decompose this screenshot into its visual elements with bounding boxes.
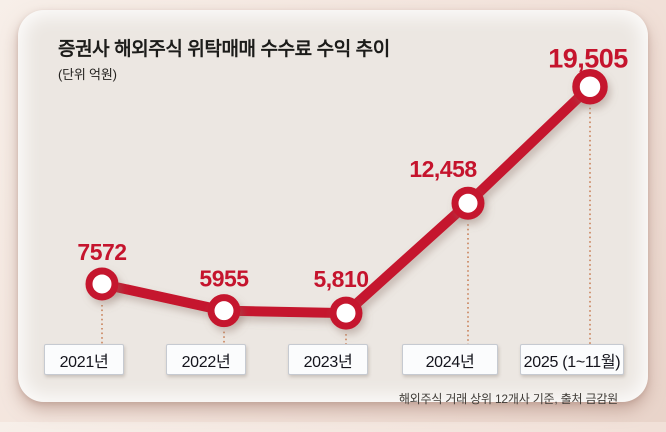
- x-axis-label-box: 2025 (1~11월): [520, 344, 624, 375]
- chart-card: 증권사 해외주식 위탁매매 수수료 수익 추이 (단위 억원) 7572 5955…: [18, 10, 648, 406]
- x-axis-label-box: 2021년: [44, 344, 124, 375]
- data-point-marker: [85, 267, 119, 301]
- x-axis-label-box: 2023년: [288, 344, 368, 375]
- data-label: 7572: [77, 239, 126, 265]
- data-label: 5,810: [313, 266, 368, 292]
- data-point-marker: [207, 294, 241, 328]
- dotted-connectors: [101, 107, 591, 344]
- data-point-marker: [451, 186, 485, 220]
- x-axis-label-box: 2024년: [402, 344, 498, 375]
- chart-title: 증권사 해외주식 위탁매매 수수료 수익 추이: [58, 39, 390, 60]
- data-point-marker: [572, 68, 608, 105]
- source-note: 해외주식 거래 상위 12개사 기준, 출처 금감원: [398, 392, 618, 406]
- line-chart: 7572 5955 5,810 12,458 19,505: [77, 44, 629, 344]
- data-point-markers: [85, 68, 608, 330]
- infographic-stage: 증권사 해외주식 위탁매매 수수료 수익 추이 (단위 억원) 7572 5955…: [18, 10, 648, 406]
- data-label: 5955: [199, 266, 249, 292]
- data-labels: 7572 5955 5,810 12,458 19,505: [77, 44, 628, 292]
- chart-unit-label: (단위 억원): [58, 67, 117, 82]
- data-point-marker: [329, 296, 363, 330]
- data-label: 12,458: [409, 156, 477, 182]
- data-label: 19,505: [548, 44, 628, 74]
- x-axis-label-box: 2022년: [166, 344, 246, 375]
